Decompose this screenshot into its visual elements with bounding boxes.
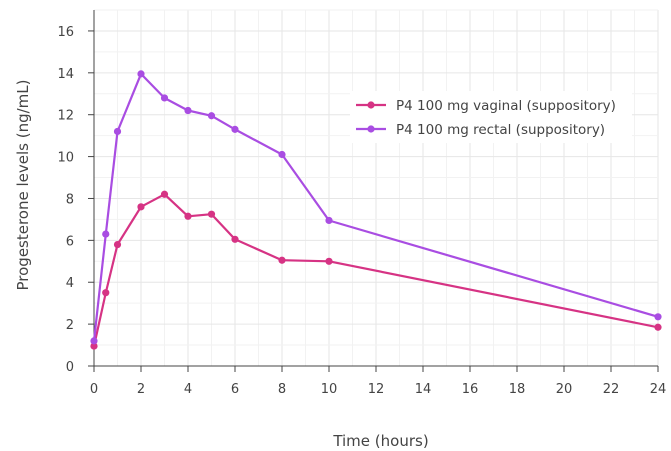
- x-tick-labels: 0 2 4 6 8 10 12 14 16 18 20 22 24: [90, 382, 666, 397]
- data-point: [160, 94, 169, 102]
- legend: P4 100 mg vaginal (suppository) P4 100 mg…: [350, 91, 632, 143]
- data-point: [90, 342, 98, 350]
- y-tick-label: 6: [66, 234, 74, 249]
- data-point: [184, 212, 192, 220]
- y-axis-title: Progesterone levels (ng/mL): [14, 80, 32, 291]
- x-tick-label: 22: [603, 382, 620, 397]
- data-point: [231, 235, 239, 243]
- series-group: [90, 70, 662, 350]
- legend-label: P4 100 mg rectal (suppository): [396, 122, 605, 138]
- y-tick-label: 14: [57, 67, 74, 82]
- data-point: [654, 313, 662, 321]
- x-tick-label: 20: [556, 382, 573, 397]
- x-tick-label: 4: [184, 382, 192, 397]
- data-point: [654, 323, 662, 331]
- x-tick-label: 6: [231, 382, 239, 397]
- y-tick-label: 0: [66, 360, 74, 375]
- x-axis-title: Time (hours): [332, 432, 428, 450]
- legend-swatch-marker: [367, 125, 375, 133]
- x-tick-label: 0: [90, 382, 98, 397]
- data-point: [207, 112, 216, 120]
- data-point: [278, 256, 286, 264]
- data-point: [184, 106, 192, 115]
- data-point: [113, 127, 122, 136]
- x-tick-label: 16: [462, 382, 479, 397]
- data-point: [278, 150, 286, 159]
- data-point: [90, 337, 98, 345]
- x-tick-label: 10: [321, 382, 338, 397]
- legend-background: [350, 91, 632, 143]
- data-point: [102, 289, 110, 297]
- y-tick-label: 10: [57, 151, 74, 166]
- legend-label: P4 100 mg vaginal (suppository): [396, 98, 616, 114]
- data-point: [325, 257, 333, 265]
- y-tick-labels: 0 2 4 6 8 10 12 14 16: [57, 25, 74, 375]
- x-tick-label: 18: [509, 382, 526, 397]
- grid-lines: [94, 9, 659, 366]
- data-point: [137, 203, 145, 211]
- x-tick-label: 2: [137, 382, 145, 397]
- y-tick-label: 12: [57, 109, 74, 124]
- x-tick-label: 24: [650, 382, 667, 397]
- x-tick-label: 8: [278, 382, 286, 397]
- data-point: [160, 190, 169, 198]
- y-tick-label: 16: [57, 25, 74, 40]
- axes: [88, 10, 659, 372]
- data-point: [231, 125, 239, 133]
- data-point: [137, 70, 145, 78]
- y-tick-label: 2: [66, 318, 74, 333]
- x-tick-label: 12: [368, 382, 385, 397]
- legend-swatch-marker: [367, 101, 375, 109]
- data-point: [102, 230, 110, 238]
- y-tick-label: 8: [66, 192, 74, 207]
- y-tick-label: 4: [66, 276, 74, 291]
- data-point: [113, 240, 122, 249]
- x-tick-label: 14: [415, 382, 432, 397]
- data-point: [325, 216, 333, 225]
- data-point: [207, 210, 216, 218]
